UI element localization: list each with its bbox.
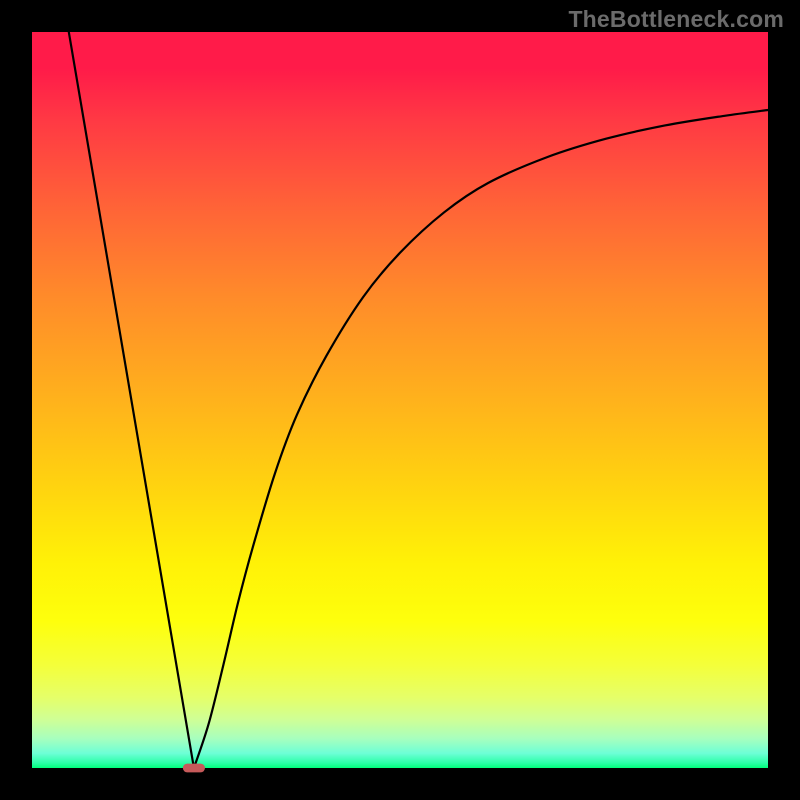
bottleneck-curve-chart bbox=[0, 0, 800, 800]
watermark-text: TheBottleneck.com bbox=[568, 6, 784, 33]
plot-background bbox=[32, 32, 768, 768]
vertex-marker bbox=[183, 764, 205, 773]
